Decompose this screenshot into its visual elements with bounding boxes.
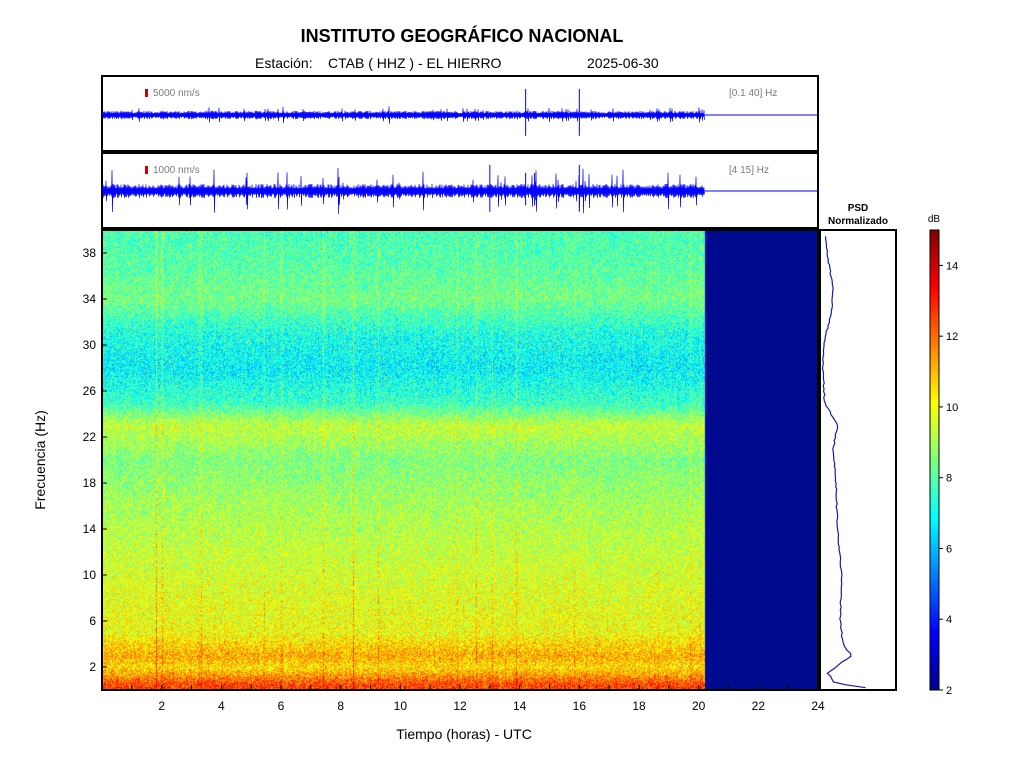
waveform-panel-2: 1000 nm/s [4 15] Hz [101,152,819,229]
colorbar-unit: dB [928,214,941,225]
colorbar-ticks: 2 4 6 8 10 12 14 [939,260,958,697]
colorbar: dB 2 4 6 8 10 12 14 [928,214,958,697]
x-tick-label: 14 [513,699,527,713]
band-label-2: [4 15] Hz [729,165,769,176]
band-label-1: [0.1 40] Hz [729,88,777,99]
y-tick-label: 30 [83,338,97,352]
x-tick-label: 6 [278,699,285,713]
spectrogram-image [102,230,818,690]
colorbar-tick-label: 2 [946,685,952,697]
y-tick-label: 26 [83,384,97,398]
scale-marker-2 [145,166,148,174]
station-name: CTAB ( HHZ ) - EL HIERRO [328,55,502,71]
psd-panel: PSD Normalizado [819,203,897,691]
colorbar-tick-label: 12 [946,331,958,343]
x-tick-label: 20 [692,699,706,713]
spectrogram: 2 4 6 8 10 12 14 16 18 20 22 24 261014182226303438 … [32,229,825,742]
x-tick-label: 2 [158,699,165,713]
x-tick-label: 16 [573,699,587,713]
psd-frame [819,229,897,691]
chart-title: INSTITUTO GEOGRÁFICO NACIONAL [300,26,624,46]
x-tick-label: 18 [632,699,646,713]
x-axis-label: Tiempo (horas) - UTC [396,726,532,742]
y-tick-label: 22 [83,430,97,444]
chart-subtitle: Estación: CTAB ( HHZ ) - EL HIERRO 2025-… [0,55,1024,73]
colorbar-scale [929,229,940,691]
date-label: 2025-06-30 [587,55,659,71]
y-axis-label: Frecuencia (Hz) [32,410,48,510]
waveform-panel-1: 5000 nm/s [0.1 40] Hz [101,75,819,152]
colorbar-tick-label: 10 [946,402,958,414]
y-tick-label: 38 [83,246,97,260]
psd-title: PSD [848,203,869,214]
y-tick-label: 6 [89,614,96,628]
x-tick-label: 4 [218,699,225,713]
x-tick-label: 8 [337,699,344,713]
scale-label-2: 1000 nm/s [153,165,200,176]
colorbar-tick-label: 14 [946,260,958,272]
y-tick-label: 14 [83,522,97,536]
wave1-signal [101,106,705,124]
x-tick-label: 10 [394,699,408,713]
psd-subtitle: Normalizado [828,216,888,227]
colorbar-tick-label: 8 [946,473,952,485]
waveform-trace-2 [101,165,818,215]
x-tick-label: 12 [453,699,467,713]
waveform-trace-1 [101,89,818,136]
x-tick-label: 24 [811,699,825,713]
y-tick-label: 2 [89,660,96,674]
y-tick-label: 34 [83,292,97,306]
y-tick-label: 18 [83,476,97,490]
colorbar-tick-label: 6 [946,543,952,555]
station-label: Estación: [255,55,313,71]
colorbar-tick-label: 4 [946,614,952,626]
x-axis: 2 4 6 8 10 12 14 16 18 20 22 24 [131,685,825,713]
x-tick-label: 22 [752,699,766,713]
scale-label-1: 5000 nm/s [153,88,200,99]
psd-line [821,236,866,689]
wave2-signal [101,167,705,215]
y-tick-label: 10 [83,568,97,582]
scale-marker-1 [145,89,148,97]
